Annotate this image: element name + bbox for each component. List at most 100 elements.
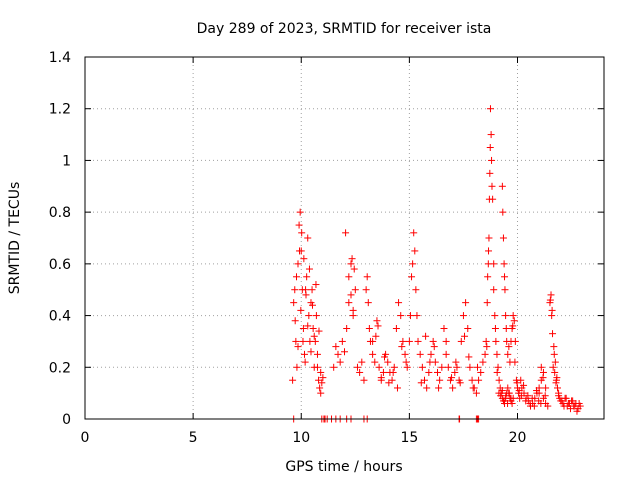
data-point xyxy=(553,374,561,382)
data-points xyxy=(289,105,584,423)
data-point xyxy=(422,332,430,340)
data-point xyxy=(485,247,493,255)
data-point xyxy=(317,368,325,376)
data-point xyxy=(291,286,299,294)
data-point xyxy=(504,399,512,407)
data-point xyxy=(509,322,517,330)
data-point xyxy=(537,363,545,371)
axis-ticks: 0 0.2 0.4 0.6 0.8 1 1.2 1.4 0 5 10 15 20 xyxy=(49,50,604,446)
y-axis-label: SRMTID / TECUs xyxy=(7,182,23,295)
data-point xyxy=(569,397,577,405)
x-tick-label: 15 xyxy=(400,430,418,446)
data-point xyxy=(423,384,431,392)
data-point xyxy=(293,363,301,371)
data-point xyxy=(549,363,557,371)
data-point xyxy=(487,131,495,139)
data-point xyxy=(511,337,519,345)
data-point xyxy=(312,281,320,289)
data-point xyxy=(499,208,507,216)
data-point xyxy=(406,312,414,320)
data-point xyxy=(453,363,461,371)
data-point xyxy=(356,368,364,376)
data-point xyxy=(440,325,448,332)
data-point xyxy=(317,389,325,397)
data-point xyxy=(537,376,545,384)
data-point xyxy=(429,337,437,345)
data-point xyxy=(342,229,350,237)
data-point xyxy=(462,299,470,307)
data-point xyxy=(461,332,469,340)
data-point xyxy=(541,392,549,400)
data-point xyxy=(517,376,525,384)
data-point xyxy=(486,144,494,151)
data-point xyxy=(308,286,316,294)
data-point xyxy=(353,363,361,371)
data-point xyxy=(418,363,426,371)
data-point xyxy=(488,156,496,164)
data-point xyxy=(548,312,556,320)
data-point xyxy=(384,358,392,366)
data-point xyxy=(551,358,559,366)
data-point xyxy=(307,348,315,356)
data-point xyxy=(505,389,513,397)
data-point xyxy=(575,399,583,407)
data-point xyxy=(459,312,467,320)
data-point xyxy=(465,353,473,361)
data-point xyxy=(468,376,476,384)
data-point xyxy=(517,392,525,400)
data-point xyxy=(481,350,489,358)
data-point xyxy=(524,392,532,400)
x-tick-label: 5 xyxy=(189,430,198,446)
data-point xyxy=(363,273,371,281)
data-point xyxy=(520,381,528,389)
y-tick-label: 0.4 xyxy=(49,309,71,325)
data-point xyxy=(313,363,321,371)
data-point xyxy=(296,208,304,216)
data-point xyxy=(530,402,538,410)
data-point xyxy=(495,376,503,384)
data-point xyxy=(373,317,381,325)
data-point xyxy=(291,317,299,325)
data-point xyxy=(562,394,570,402)
data-point xyxy=(550,343,558,351)
data-point xyxy=(374,322,382,330)
data-point xyxy=(499,234,507,242)
y-tick-label: 0.6 xyxy=(49,257,71,273)
data-point xyxy=(401,350,409,358)
data-point xyxy=(372,332,380,340)
data-point xyxy=(498,182,506,190)
data-point xyxy=(493,350,501,358)
data-point xyxy=(371,358,379,366)
data-point xyxy=(381,353,389,361)
data-point xyxy=(491,325,499,332)
data-point xyxy=(504,350,512,358)
data-point xyxy=(501,273,509,281)
data-point xyxy=(442,337,450,345)
data-point xyxy=(369,337,377,345)
data-point xyxy=(294,343,302,351)
data-point xyxy=(377,374,385,382)
data-point xyxy=(449,384,457,392)
data-point xyxy=(436,376,444,384)
data-point xyxy=(365,325,373,332)
data-point xyxy=(338,337,346,345)
data-point xyxy=(343,325,351,332)
data-point xyxy=(473,363,481,371)
data-point xyxy=(392,325,400,332)
data-point xyxy=(417,379,425,387)
data-point xyxy=(485,234,493,242)
data-point xyxy=(414,337,422,345)
data-point xyxy=(318,379,326,387)
data-point xyxy=(402,358,410,366)
data-point xyxy=(292,337,300,345)
data-point xyxy=(410,229,418,237)
data-point xyxy=(345,299,353,307)
data-point xyxy=(351,286,359,294)
data-point xyxy=(477,368,485,376)
data-point xyxy=(292,273,300,281)
data-point xyxy=(544,402,552,410)
data-point xyxy=(510,317,518,325)
data-point xyxy=(504,384,512,392)
